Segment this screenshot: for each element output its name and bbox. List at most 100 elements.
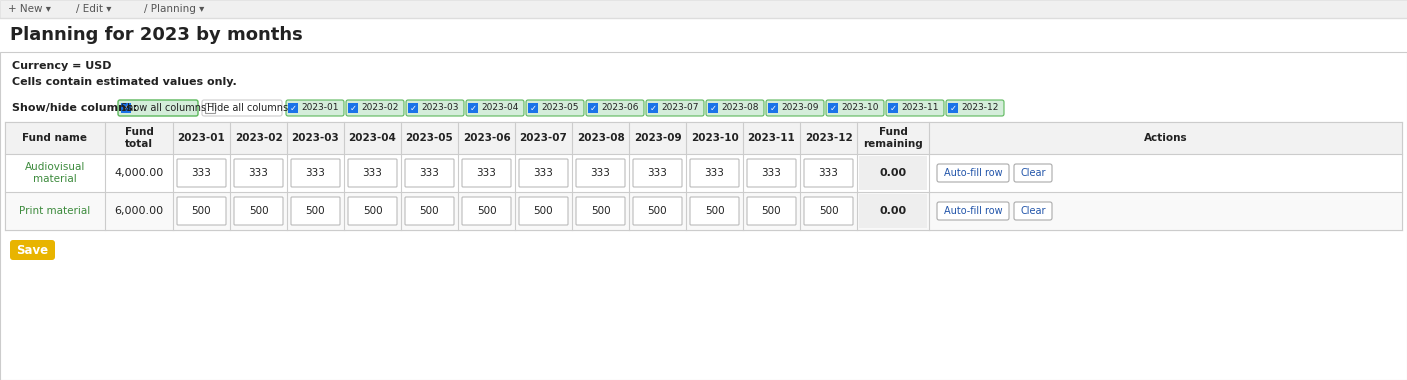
Text: 6,000.00: 6,000.00 — [114, 206, 163, 216]
FancyBboxPatch shape — [803, 197, 853, 225]
Text: 2023-09: 2023-09 — [633, 133, 681, 143]
Bar — [948, 103, 958, 113]
Text: 2023-12: 2023-12 — [961, 103, 999, 112]
Text: 2023-07: 2023-07 — [661, 103, 699, 112]
Text: Audiovisual
material: Audiovisual material — [25, 162, 86, 184]
Bar — [0, 0, 1407, 18]
Text: 2023-02: 2023-02 — [362, 103, 398, 112]
Text: Auto-fill row: Auto-fill row — [944, 168, 1002, 178]
Text: ✓: ✓ — [770, 103, 777, 112]
Bar — [6, 154, 1401, 192]
Text: 2023-07: 2023-07 — [519, 133, 567, 143]
Text: 333: 333 — [363, 168, 383, 178]
Bar — [827, 103, 839, 113]
Bar — [408, 103, 418, 113]
FancyBboxPatch shape — [886, 100, 944, 116]
Text: ✓: ✓ — [470, 103, 477, 112]
Text: ✓: ✓ — [529, 103, 536, 112]
FancyBboxPatch shape — [10, 240, 55, 260]
Text: 500: 500 — [705, 206, 725, 216]
Bar — [6, 192, 1401, 230]
Text: 333: 333 — [477, 168, 497, 178]
FancyBboxPatch shape — [946, 100, 1005, 116]
Text: 2023-11: 2023-11 — [747, 133, 795, 143]
FancyBboxPatch shape — [747, 159, 796, 187]
Text: ✓: ✓ — [830, 103, 837, 112]
FancyBboxPatch shape — [346, 100, 404, 116]
Text: 2023-01: 2023-01 — [301, 103, 339, 112]
Text: Clear: Clear — [1020, 168, 1045, 178]
FancyBboxPatch shape — [291, 197, 340, 225]
Text: Print material: Print material — [20, 206, 90, 216]
Bar — [860, 156, 927, 190]
FancyBboxPatch shape — [633, 197, 682, 225]
Text: 500: 500 — [477, 206, 497, 216]
Text: 2023-03: 2023-03 — [421, 103, 459, 112]
Bar — [121, 103, 131, 113]
Text: 2023-10: 2023-10 — [841, 103, 879, 112]
FancyBboxPatch shape — [348, 197, 397, 225]
FancyBboxPatch shape — [177, 159, 227, 187]
Text: ✓: ✓ — [409, 103, 416, 112]
FancyBboxPatch shape — [234, 159, 283, 187]
Text: Hide all columns: Hide all columns — [207, 103, 288, 113]
Bar — [649, 103, 658, 113]
Text: 2023-12: 2023-12 — [805, 133, 853, 143]
Text: 2023-01: 2023-01 — [177, 133, 225, 143]
Text: 500: 500 — [819, 206, 839, 216]
Text: 2023-10: 2023-10 — [691, 133, 739, 143]
FancyBboxPatch shape — [765, 100, 825, 116]
FancyBboxPatch shape — [118, 100, 198, 116]
Text: 333: 333 — [191, 168, 211, 178]
FancyBboxPatch shape — [466, 100, 523, 116]
Text: ✓: ✓ — [590, 103, 597, 112]
Text: 500: 500 — [591, 206, 611, 216]
FancyBboxPatch shape — [348, 159, 397, 187]
Text: ✓: ✓ — [950, 103, 957, 112]
Text: 2023-04: 2023-04 — [481, 103, 519, 112]
Text: 0.00: 0.00 — [879, 206, 906, 216]
Bar — [6, 122, 1401, 154]
Text: 333: 333 — [419, 168, 439, 178]
FancyBboxPatch shape — [519, 197, 568, 225]
Bar — [288, 103, 298, 113]
FancyBboxPatch shape — [937, 164, 1009, 182]
Bar — [205, 103, 215, 113]
FancyBboxPatch shape — [407, 100, 464, 116]
Text: Cells contain estimated values only.: Cells contain estimated values only. — [13, 77, 236, 87]
Text: 500: 500 — [249, 206, 269, 216]
FancyBboxPatch shape — [234, 197, 283, 225]
Bar — [6, 122, 1401, 230]
Text: ✓: ✓ — [709, 103, 716, 112]
Text: 500: 500 — [647, 206, 667, 216]
Text: Currency = USD: Currency = USD — [13, 61, 111, 71]
Text: Actions: Actions — [1144, 133, 1188, 143]
Text: 2023-11: 2023-11 — [902, 103, 938, 112]
Bar — [708, 103, 718, 113]
Text: 2023-08: 2023-08 — [577, 133, 625, 143]
Bar — [0, 18, 1407, 52]
Text: 333: 333 — [761, 168, 781, 178]
Text: 333: 333 — [705, 168, 725, 178]
FancyBboxPatch shape — [575, 159, 625, 187]
FancyBboxPatch shape — [1014, 164, 1052, 182]
Text: Auto-fill row: Auto-fill row — [944, 206, 1002, 216]
Bar — [0, 52, 1407, 380]
FancyBboxPatch shape — [405, 197, 454, 225]
Bar — [348, 103, 357, 113]
FancyBboxPatch shape — [689, 159, 739, 187]
Text: 333: 333 — [305, 168, 325, 178]
Bar — [860, 194, 927, 228]
FancyBboxPatch shape — [747, 197, 796, 225]
FancyBboxPatch shape — [203, 100, 281, 116]
Text: 2023-05: 2023-05 — [405, 133, 453, 143]
FancyBboxPatch shape — [291, 159, 340, 187]
Text: 500: 500 — [419, 206, 439, 216]
FancyBboxPatch shape — [1014, 202, 1052, 220]
Text: 500: 500 — [761, 206, 781, 216]
FancyBboxPatch shape — [706, 100, 764, 116]
Bar — [888, 103, 898, 113]
Text: 333: 333 — [533, 168, 553, 178]
Text: 500: 500 — [533, 206, 553, 216]
FancyBboxPatch shape — [461, 159, 511, 187]
